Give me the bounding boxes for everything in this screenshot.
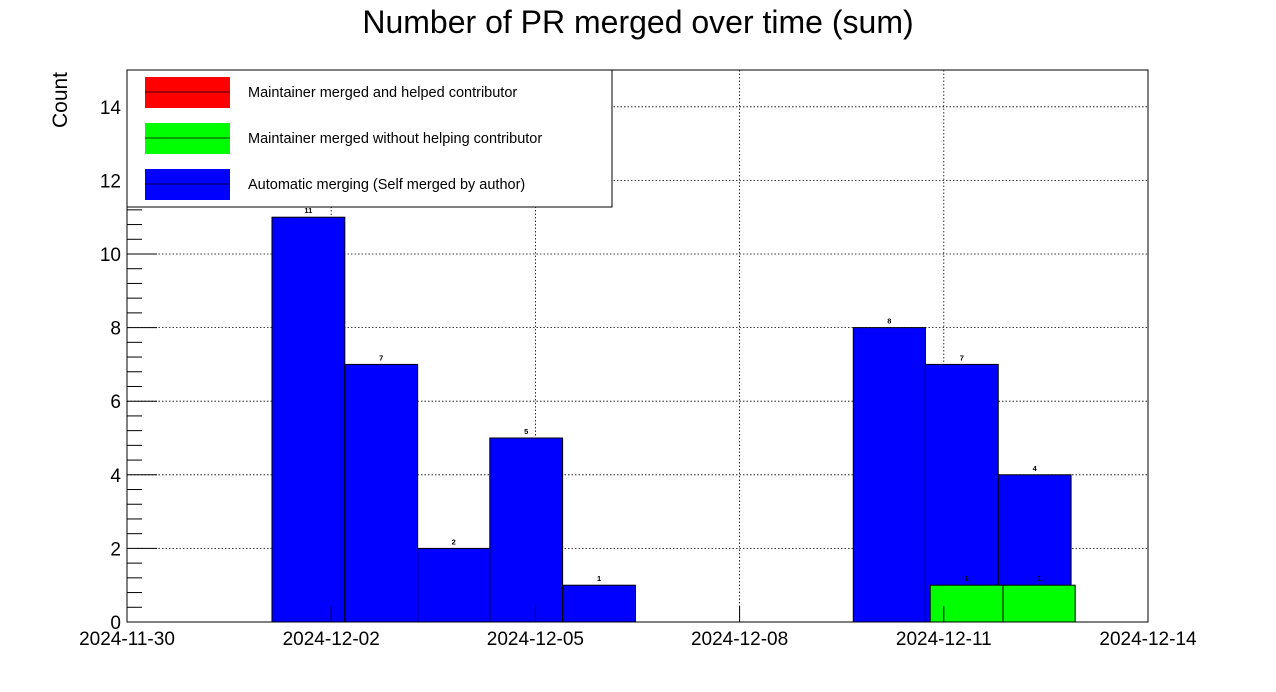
y-tick-label: 10 [100, 245, 121, 266]
bar-value-label: 5 [524, 427, 528, 436]
bar-value-label: 4 [1033, 464, 1038, 473]
x-tick-label: 2024-12-08 [691, 629, 788, 650]
plot-frame [126, 69, 1149, 623]
x-tick-label: 2024-12-02 [283, 629, 380, 650]
legend-swatch [145, 169, 230, 200]
chart-title: Number of PR merged over time (sum) [362, 4, 913, 40]
bars [271, 216, 1076, 623]
bar-value-label: 2 [452, 537, 456, 546]
legend-swatch [145, 77, 230, 108]
x-tick-label: 2024-12-14 [1099, 629, 1197, 650]
y-tick-label: 6 [110, 392, 121, 413]
bar-value-label: 7 [960, 353, 964, 362]
bar [562, 584, 636, 623]
legend: Maintainer merged and helped contributor… [126, 69, 613, 208]
x-tick-label: 2024-11-30 [79, 629, 175, 650]
bar-value-label: 8 [887, 317, 891, 326]
legend-entry-label: Maintainer merged and helped contributor [248, 85, 517, 101]
legend-entry-label: Automatic merging (Self merged by author… [248, 177, 525, 193]
legend-swatch [145, 123, 230, 154]
bar [852, 327, 926, 623]
y-tick-label: 12 [100, 171, 121, 192]
y-tick-label: 8 [110, 319, 121, 340]
x-tick-label: 2024-12-11 [896, 629, 992, 650]
bar-value-label: 1 [1037, 574, 1041, 583]
bar [1002, 584, 1076, 623]
bar [929, 584, 1004, 623]
bar-value-label: 7 [379, 353, 383, 362]
x-tick-label: 2024-12-05 [487, 629, 584, 650]
y-axis-label: Count [49, 72, 72, 128]
y-tick-label: 4 [110, 466, 121, 487]
y-tick-label: 14 [100, 98, 122, 119]
y-tick-label: 2 [110, 539, 121, 560]
bar [489, 437, 564, 623]
bar-value-label: 1 [597, 574, 601, 583]
bar [344, 363, 419, 623]
bar-value-label: 11 [304, 206, 312, 215]
y-tick-label: 0 [110, 613, 121, 634]
bar [924, 363, 999, 623]
bar [271, 216, 346, 623]
bar-value-label: 1 [965, 574, 969, 583]
bar [417, 547, 491, 623]
legend-entry-label: Maintainer merged without helping contri… [248, 131, 542, 147]
